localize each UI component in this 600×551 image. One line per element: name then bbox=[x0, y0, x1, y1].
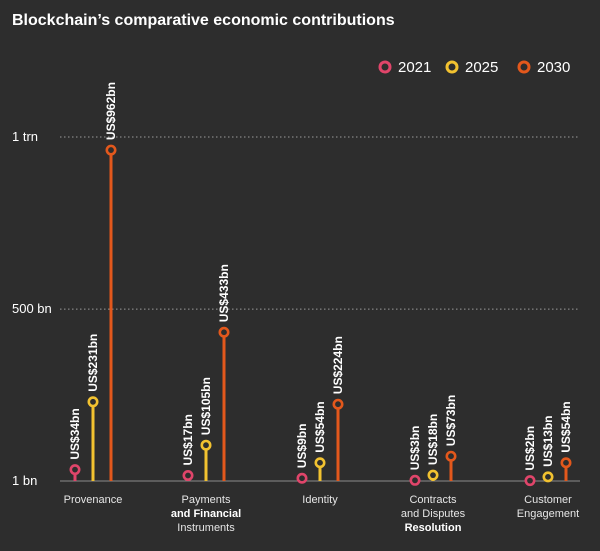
legend-marker bbox=[519, 62, 529, 72]
data-label: US$105bn bbox=[199, 377, 213, 435]
lollipop-head bbox=[298, 474, 306, 482]
data-label: US$18bn bbox=[426, 414, 440, 465]
lollipop-head bbox=[447, 452, 455, 460]
legend-marker bbox=[447, 62, 457, 72]
data-label: US$73bn bbox=[444, 395, 458, 446]
lollipop-head bbox=[71, 465, 79, 473]
data-label: US$3bn bbox=[408, 426, 422, 471]
lollipop-head bbox=[562, 459, 570, 467]
lollipop-head bbox=[429, 471, 437, 479]
data-label: US$54bn bbox=[559, 401, 573, 452]
lollipop-head bbox=[526, 476, 534, 484]
legend-label: 2021 bbox=[398, 59, 431, 76]
data-label: US$54bn bbox=[313, 401, 327, 452]
category-label: Customer Engagement bbox=[517, 494, 579, 520]
data-label: US$433bn bbox=[217, 264, 231, 322]
lollipop-head bbox=[316, 459, 324, 467]
data-label: US$224bn bbox=[331, 336, 345, 394]
legend-label: 2030 bbox=[537, 59, 570, 76]
category-axis: Provenance Payments and Financial Instrumen… bbox=[64, 494, 580, 534]
category-label: Provenance bbox=[64, 494, 123, 506]
data-label: US$962bn bbox=[104, 82, 118, 140]
data-label: US$13bn bbox=[541, 416, 555, 467]
category-label: Identity bbox=[302, 494, 338, 506]
data-label: US$231bn bbox=[86, 334, 100, 392]
lollipop-head bbox=[334, 400, 342, 408]
y-tick-label: 1 bn bbox=[12, 473, 37, 488]
lollipop-head bbox=[544, 473, 552, 481]
blockchain-contributions-chart: Blockchain’s comparative economic contri… bbox=[0, 0, 600, 551]
y-tick-label: 1 trn bbox=[12, 129, 38, 144]
lollipop-head bbox=[184, 471, 192, 479]
lollipop-head bbox=[107, 146, 115, 154]
y-tick-label: 500 bn bbox=[12, 301, 52, 316]
y-axis: 1 bn 500 bn 1 trn bbox=[12, 129, 52, 488]
data-label: US$2bn bbox=[523, 426, 537, 471]
chart-title: Blockchain’s comparative economic contri… bbox=[12, 12, 395, 29]
lollipop-head bbox=[89, 398, 97, 406]
lollipop-head bbox=[411, 476, 419, 484]
data-marks: US$34bn US$17bn US$9bn US$3bn US$2bn US$231bn… bbox=[68, 82, 573, 486]
legend-label: 2025 bbox=[465, 59, 498, 76]
data-label: US$34bn bbox=[68, 408, 82, 459]
data-label: US$9bn bbox=[295, 424, 309, 469]
category-label: Payments and Financial Instruments bbox=[171, 494, 241, 534]
legend-marker bbox=[380, 62, 390, 72]
lollipop-head bbox=[202, 441, 210, 449]
data-label: US$17bn bbox=[181, 414, 195, 465]
lollipop-head bbox=[220, 328, 228, 336]
category-label: Contracts and Disputes Resolution bbox=[401, 494, 466, 534]
legend: 2021 2025 2030 bbox=[380, 59, 570, 76]
